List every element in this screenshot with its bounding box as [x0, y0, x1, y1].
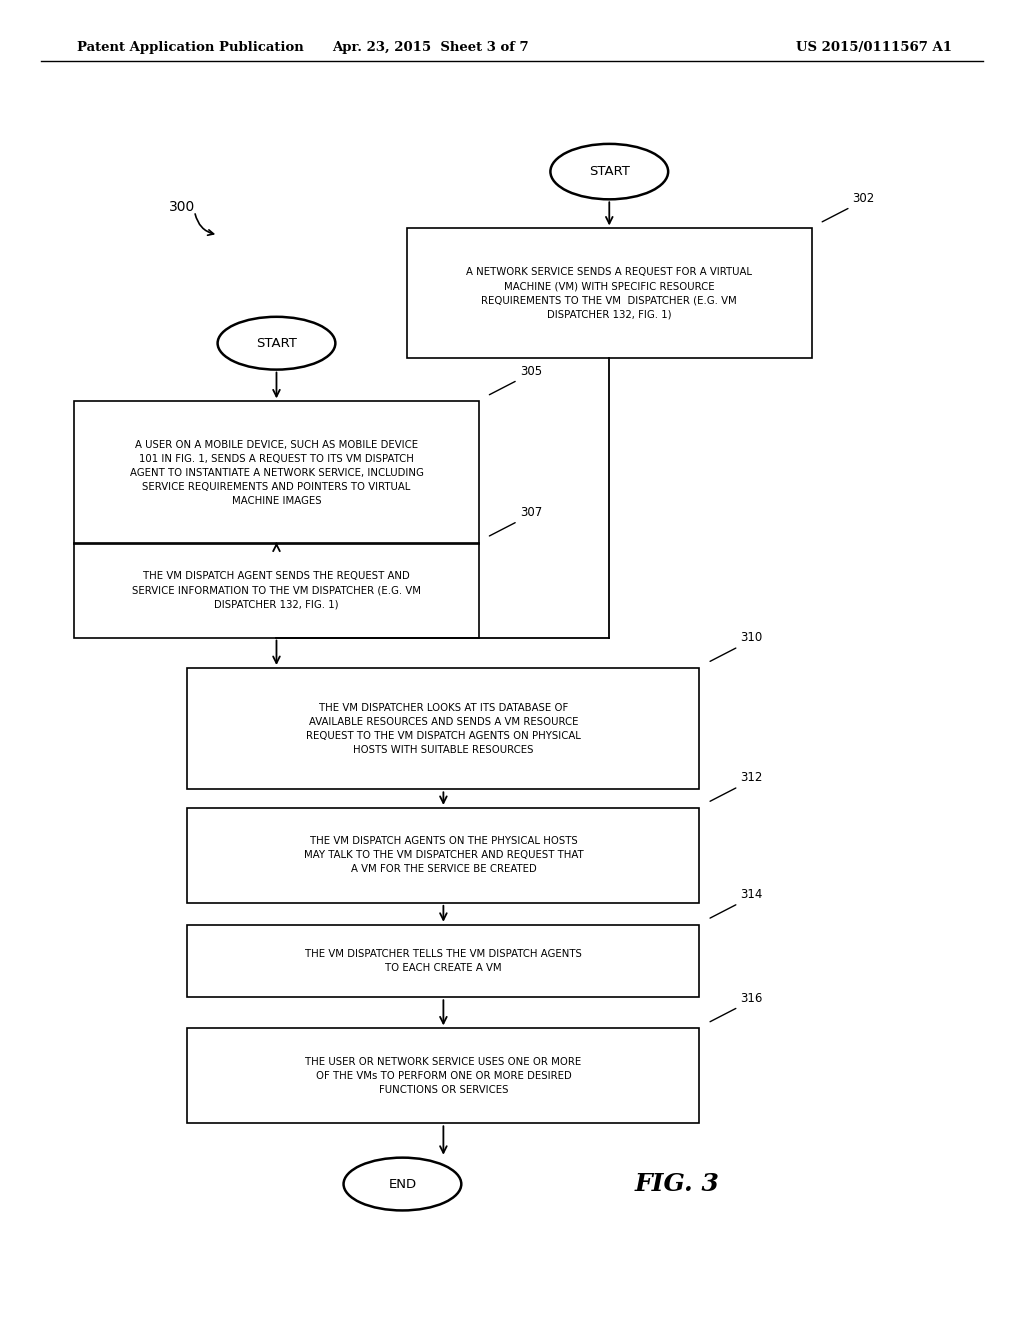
Text: US 2015/0111567 A1: US 2015/0111567 A1 [797, 41, 952, 54]
Text: A USER ON A MOBILE DEVICE, SUCH AS MOBILE DEVICE
101 IN FIG. 1, SENDS A REQUEST : A USER ON A MOBILE DEVICE, SUCH AS MOBIL… [130, 440, 423, 506]
Text: FIG. 3: FIG. 3 [635, 1172, 720, 1196]
Text: THE VM DISPATCH AGENT SENDS THE REQUEST AND
SERVICE INFORMATION TO THE VM DISPAT: THE VM DISPATCH AGENT SENDS THE REQUEST … [132, 572, 421, 609]
Text: START: START [589, 165, 630, 178]
Text: THE USER OR NETWORK SERVICE USES ONE OR MORE
OF THE VMs TO PERFORM ONE OR MORE D: THE USER OR NETWORK SERVICE USES ONE OR … [305, 1057, 582, 1094]
Text: 310: 310 [740, 631, 763, 644]
Text: Apr. 23, 2015  Sheet 3 of 7: Apr. 23, 2015 Sheet 3 of 7 [332, 41, 528, 54]
Text: 316: 316 [740, 991, 763, 1005]
Text: 305: 305 [520, 364, 542, 378]
Text: 312: 312 [740, 771, 763, 784]
Text: 300: 300 [169, 201, 196, 214]
Text: 302: 302 [852, 191, 874, 205]
Text: THE VM DISPATCHER TELLS THE VM DISPATCH AGENTS
TO EACH CREATE A VM: THE VM DISPATCHER TELLS THE VM DISPATCH … [305, 949, 582, 973]
Text: 314: 314 [740, 888, 763, 900]
Text: A NETWORK SERVICE SENDS A REQUEST FOR A VIRTUAL
MACHINE (VM) WITH SPECIFIC RESOU: A NETWORK SERVICE SENDS A REQUEST FOR A … [466, 267, 753, 319]
Text: START: START [256, 337, 297, 350]
Text: THE VM DISPATCH AGENTS ON THE PHYSICAL HOSTS
MAY TALK TO THE VM DISPATCHER AND R: THE VM DISPATCH AGENTS ON THE PHYSICAL H… [303, 837, 584, 874]
Text: 307: 307 [520, 506, 542, 519]
Text: Patent Application Publication: Patent Application Publication [77, 41, 303, 54]
Text: END: END [388, 1177, 417, 1191]
Text: THE VM DISPATCHER LOOKS AT ITS DATABASE OF
AVAILABLE RESOURCES AND SENDS A VM RE: THE VM DISPATCHER LOOKS AT ITS DATABASE … [306, 702, 581, 755]
